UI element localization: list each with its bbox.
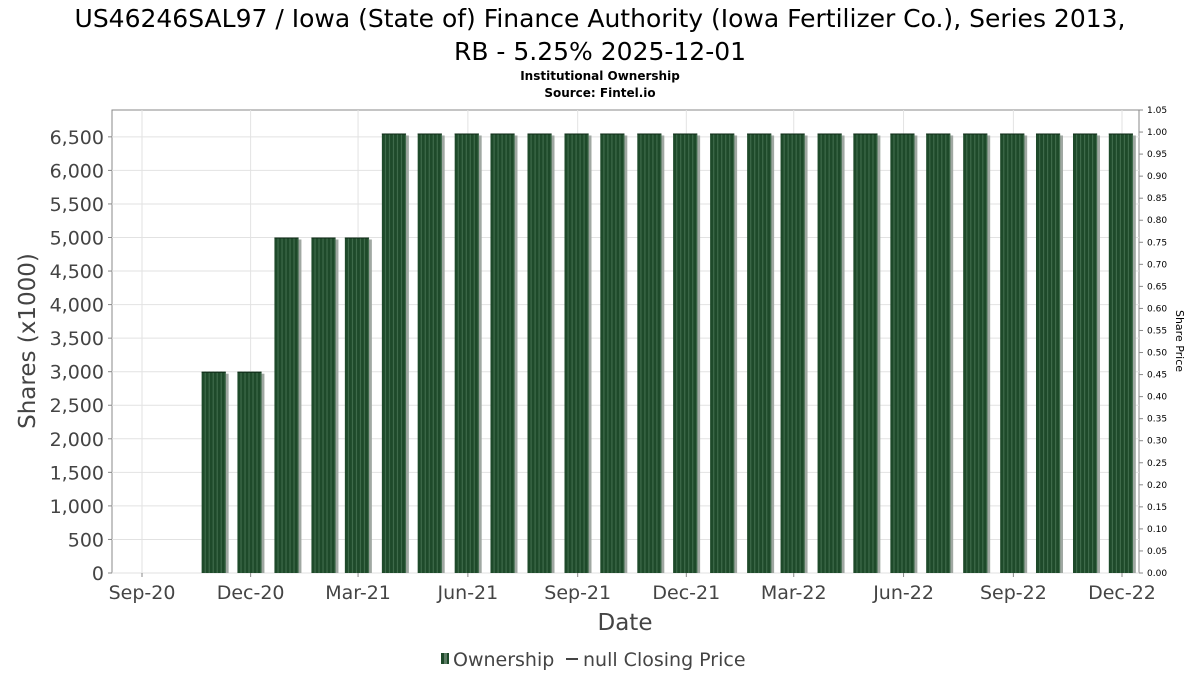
chart-title-line-2: RB - 5.25% 2025-12-01: [454, 37, 746, 66]
y-right-tick-label: 0.90: [1147, 172, 1167, 182]
y-right-tick-label: 0.10: [1147, 525, 1167, 535]
y-right-tick-label: 0.85: [1147, 194, 1167, 204]
y-right-tick-label: 0.75: [1147, 238, 1167, 248]
y-tick-label: 3,500: [50, 328, 104, 350]
x-tick-label: Dec-20: [217, 582, 285, 604]
y-right-tick-label: 0.45: [1147, 371, 1167, 381]
y-right-tick-label: 0.70: [1147, 260, 1167, 270]
y-tick-label: 5,500: [50, 194, 104, 216]
y-right-tick-label: 1.05: [1147, 106, 1167, 116]
ownership-bar: [637, 133, 665, 573]
x-tick-label: Sep-20: [109, 582, 176, 604]
y-right-tick-label: 0.25: [1147, 459, 1167, 469]
ownership-bar: [600, 133, 628, 573]
ownership-bar: [381, 133, 409, 573]
ownership-bar: [344, 237, 372, 574]
y-right-tick-label: 0.20: [1147, 481, 1167, 491]
y-tick-label: 2,000: [50, 429, 104, 451]
ownership-bar: [1035, 133, 1063, 573]
ownership-bar: [780, 133, 808, 573]
y-tick-label: 6,500: [50, 127, 104, 149]
legend-ownership-swatch: [441, 653, 449, 664]
y-right-tick-label: 0.40: [1147, 393, 1167, 403]
x-axis-ticks: Sep-20 Dec-20 Mar-21 Jun-21 Sep-21 Dec-21 Mar-…: [109, 573, 1156, 604]
ownership-bar: [274, 237, 302, 574]
y-axis-right-ticks: 0.00 0.05 0.10 0.15 0.20 0.25 0.30 0.35 0.40 0.45…: [1139, 106, 1167, 579]
ownership-bar: [564, 133, 592, 573]
y-tick-label: 6,000: [50, 160, 104, 182]
ownership-bar: [1108, 133, 1136, 573]
ownership-bar: [417, 133, 445, 573]
x-tick-label: Jun-21: [437, 582, 499, 604]
legend-closing-price-label: null Closing Price: [583, 649, 746, 671]
ownership-bar: [454, 133, 482, 573]
y-tick-label: 1,500: [50, 462, 104, 484]
x-tick-label: Mar-21: [325, 582, 391, 604]
ownership-bar: [710, 133, 738, 573]
ownership-bar: [890, 133, 918, 573]
y-right-tick-label: 0.50: [1147, 349, 1167, 359]
x-tick-label: Sep-21: [544, 582, 611, 604]
ownership-bar: [201, 371, 229, 573]
y-tick-label: 0: [92, 563, 104, 585]
x-tick-label: Dec-21: [652, 582, 720, 604]
chart-subtitle-line-2: Source: Fintel.io: [544, 86, 655, 100]
y-axis-label: Shares (x1000): [15, 253, 41, 429]
y-tick-label: 1,000: [50, 496, 104, 518]
x-tick-label: Mar-22: [761, 582, 827, 604]
y-tick-label: 3,000: [50, 362, 104, 384]
x-tick-label: Jun-22: [872, 582, 934, 604]
y-tick-label: 4,500: [50, 261, 104, 283]
ownership-bar: [853, 133, 881, 573]
y-tick-label: 5,000: [50, 227, 104, 249]
y-tick-label: 2,500: [50, 395, 104, 417]
ownership-bar: [673, 133, 701, 573]
y-right-tick-label: 0.95: [1147, 150, 1167, 160]
y-axis-left-ticks: 0 500 1,000 1,500 2,000 2,500 3,000 3,500 4,000 4…: [50, 127, 112, 585]
x-tick-label: Sep-22: [980, 582, 1047, 604]
ownership-bar: [311, 237, 339, 574]
legend: Ownership null Closing Price: [441, 649, 746, 671]
legend-ownership-label: Ownership: [453, 649, 554, 671]
y-right-tick-label: 0.55: [1147, 326, 1167, 336]
y-tick-label: 500: [68, 529, 104, 551]
y-right-tick-label: 1.00: [1147, 128, 1167, 138]
y-right-tick-label: 0.80: [1147, 216, 1167, 226]
chart-subtitle-line-1: Institutional Ownership: [520, 69, 680, 83]
y-right-tick-label: 0.60: [1147, 304, 1167, 314]
x-axis-label: Date: [598, 610, 653, 636]
chart-title-line-1: US46246SAL97 / Iowa (State of) Finance A…: [75, 4, 1126, 33]
y-tick-label: 4,000: [50, 295, 104, 317]
ownership-bar: [490, 133, 518, 573]
y-right-tick-label: 0.05: [1147, 547, 1167, 557]
ownership-bar: [237, 371, 265, 573]
y-right-tick-label: 0.65: [1147, 282, 1167, 292]
y-right-tick-label: 0.00: [1147, 569, 1167, 579]
y-right-tick-label: 0.15: [1147, 503, 1167, 513]
y-axis-right-label: Share Price: [1173, 310, 1186, 372]
ownership-bar: [747, 133, 775, 573]
x-tick-label: Dec-22: [1088, 582, 1156, 604]
ownership-bar: [1000, 133, 1028, 573]
ownership-bar: [527, 133, 555, 573]
ownership-bar: [817, 133, 845, 573]
ownership-bar: [1072, 133, 1100, 573]
y-right-tick-label: 0.30: [1147, 437, 1167, 447]
ownership-bars: [201, 133, 1136, 574]
ownership-bar: [926, 133, 954, 573]
y-right-tick-label: 0.35: [1147, 415, 1167, 425]
ownership-bar: [963, 133, 991, 573]
